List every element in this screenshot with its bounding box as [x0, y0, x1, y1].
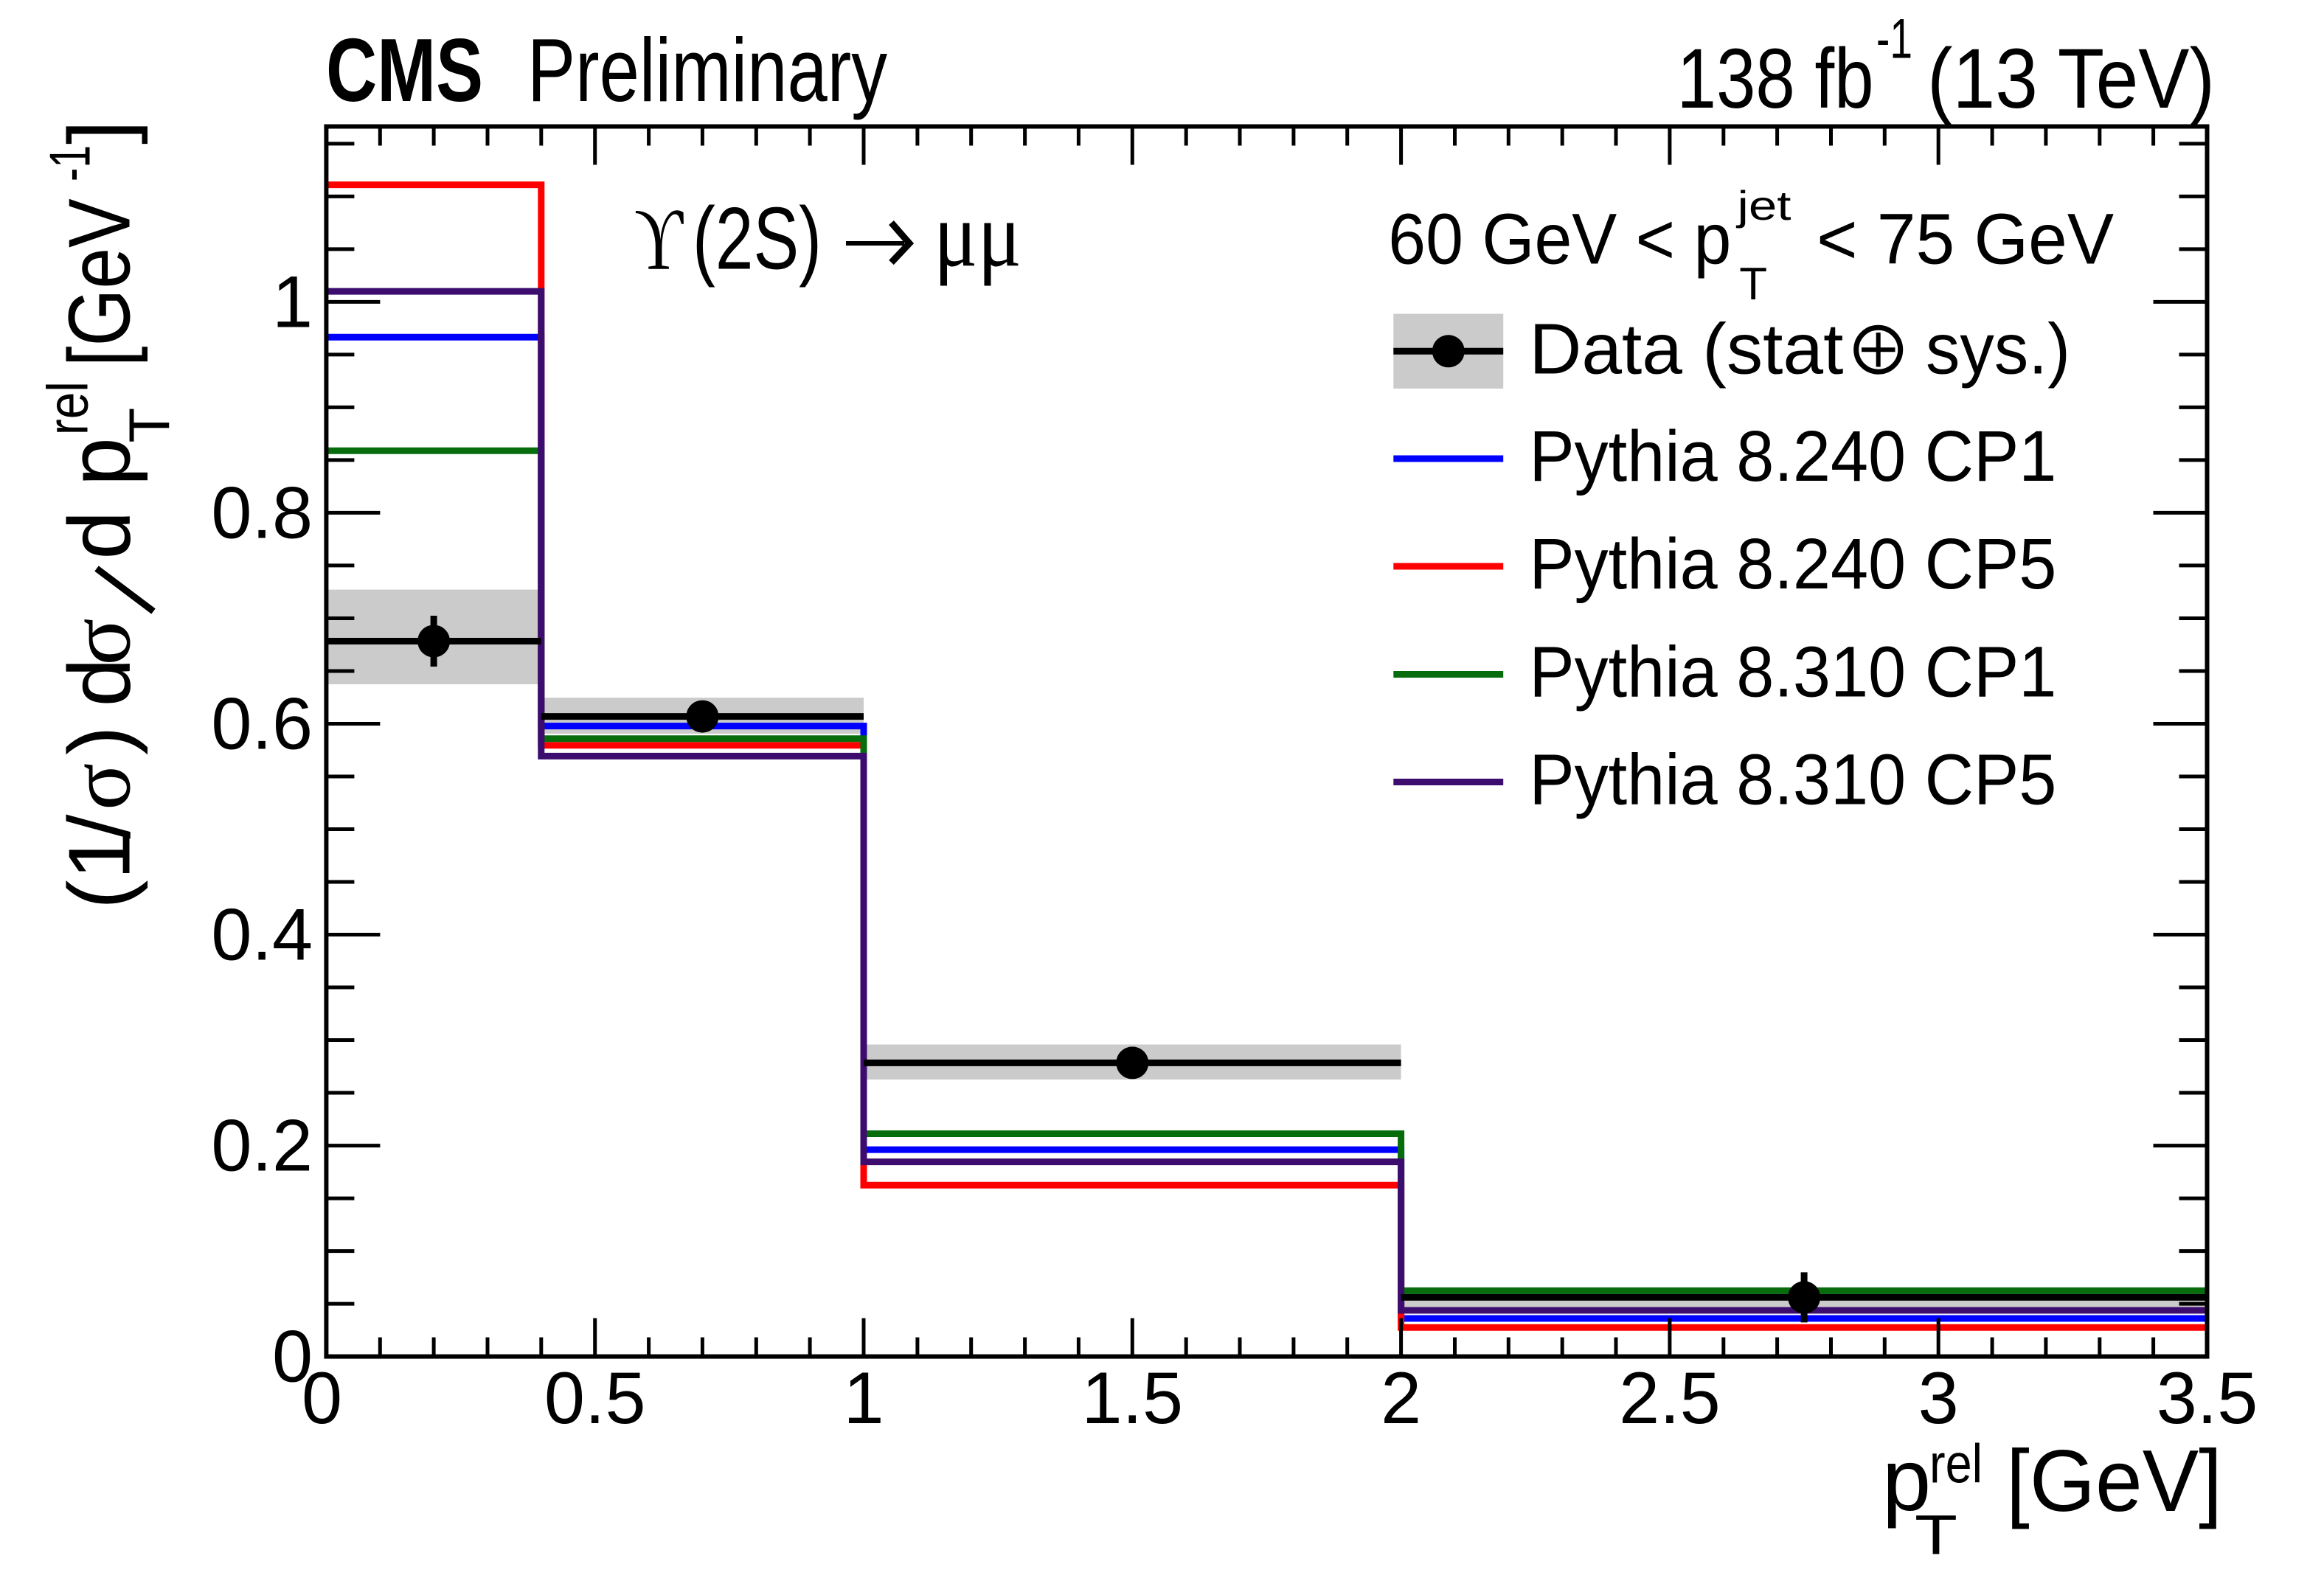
- svg-text:2: 2: [1381, 1357, 1421, 1439]
- svg-text:0: 0: [302, 1357, 342, 1439]
- svg-text:0.6: 0.6: [211, 683, 313, 765]
- svg-text:0: 0: [272, 1315, 313, 1397]
- svg-text:< 75 GeV: < 75 GeV: [1817, 199, 2114, 279]
- svg-text:0.5: 0.5: [544, 1357, 646, 1439]
- svg-text:3.5: 3.5: [2157, 1357, 2258, 1439]
- svg-text:60 GeV < p: 60 GeV < p: [1388, 199, 1731, 279]
- svg-text:[GeV: [GeV: [51, 198, 149, 366]
- svg-text:138 fb: 138 fb: [1677, 32, 1874, 126]
- svg-text:T: T: [1739, 259, 1767, 310]
- svg-text:T: T: [1915, 1504, 1957, 1566]
- svg-text:Pythia 8.240 CP1: Pythia 8.240 CP1: [1529, 416, 2056, 496]
- svg-text:0.4: 0.4: [211, 894, 313, 976]
- svg-text:1.5: 1.5: [1081, 1357, 1183, 1439]
- svg-text:Pythia 8.310 CP5: Pythia 8.310 CP5: [1529, 740, 2056, 820]
- svg-text:(1/: (1/: [51, 814, 149, 910]
- svg-text:T: T: [117, 408, 182, 443]
- svg-text:CMS: CMS: [326, 20, 483, 120]
- svg-text:Preliminary: Preliminary: [527, 20, 887, 120]
- svg-text:-1: -1: [1876, 7, 1912, 70]
- svg-text:Data (stat: Data (stat: [1529, 309, 1843, 389]
- svg-text:0.2: 0.2: [211, 1105, 313, 1186]
- svg-text:]: ]: [51, 120, 149, 145]
- svg-text:): ): [51, 726, 149, 755]
- svg-text:-1: -1: [38, 145, 103, 181]
- svg-text:p: p: [51, 437, 149, 486]
- svg-text:1: 1: [843, 1357, 884, 1439]
- svg-text:0.8: 0.8: [211, 471, 313, 553]
- svg-text:Pythia 8.240 CP5: Pythia 8.240 CP5: [1529, 524, 2056, 604]
- svg-text:1: 1: [272, 260, 313, 342]
- svg-text:(13 TeV): (13 TeV): [1927, 32, 2215, 126]
- svg-text:3: 3: [1918, 1357, 1959, 1439]
- svg-text:[GeV]: [GeV]: [2006, 1432, 2222, 1530]
- svg-text:d: d: [51, 511, 149, 560]
- svg-text:p: p: [1882, 1431, 1931, 1529]
- svg-text:(2S): (2S): [693, 189, 822, 288]
- svg-text:d: d: [51, 658, 149, 706]
- svg-text:ϒ: ϒ: [634, 190, 684, 288]
- svg-text:jet: jet: [1735, 182, 1791, 229]
- svg-text:2.5: 2.5: [1619, 1357, 1721, 1439]
- svg-text:Pythia 8.310 CP1: Pythia 8.310 CP1: [1529, 632, 2056, 712]
- svg-text:sys.): sys.): [1926, 309, 2070, 389]
- svg-text:σ: σ: [52, 763, 149, 810]
- svg-text:rel: rel: [1929, 1433, 1983, 1494]
- svg-text:σ: σ: [52, 618, 149, 665]
- svg-text:rel: rel: [35, 381, 100, 435]
- svg-text:μμ: μμ: [934, 184, 1021, 287]
